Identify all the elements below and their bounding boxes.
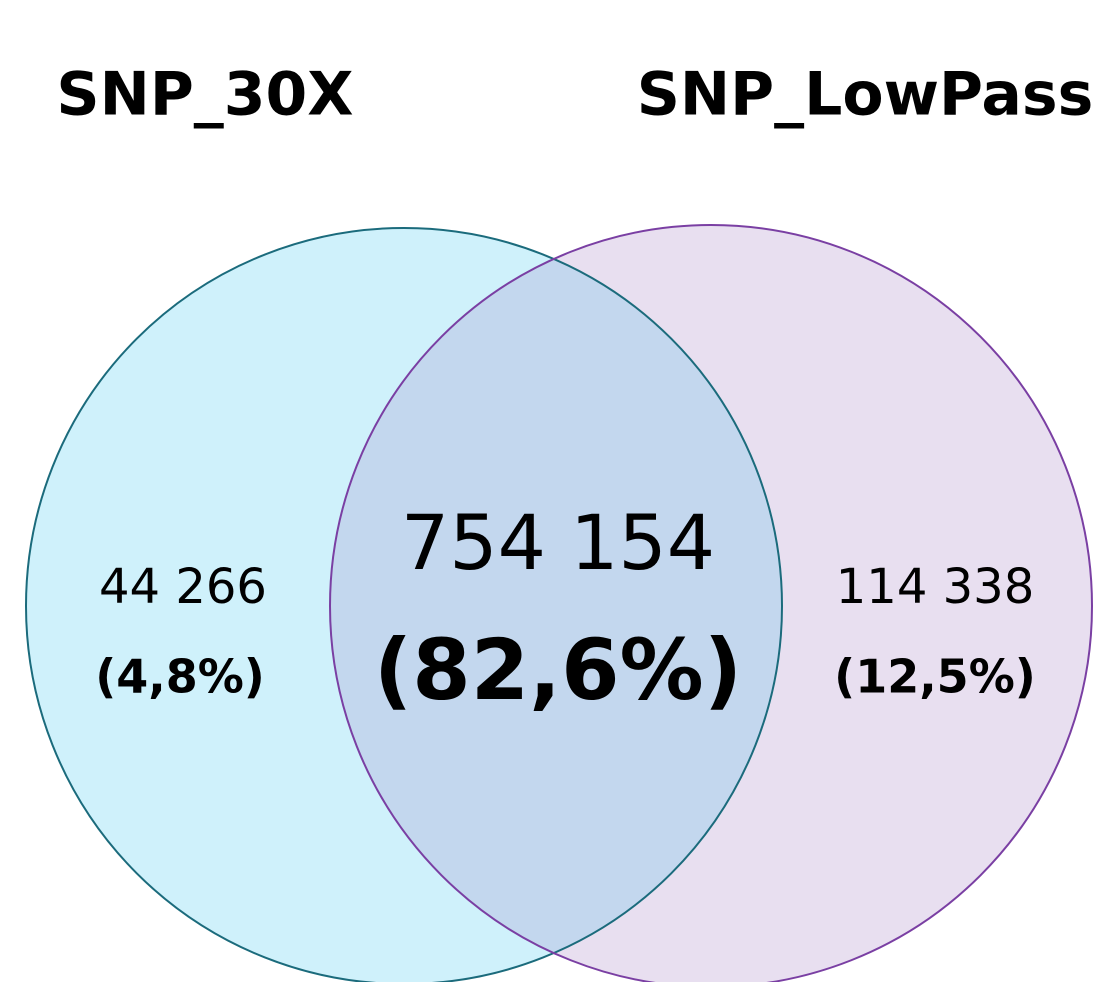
set-title: SNP_LowPass (637, 60, 1094, 130)
region-count: 44 266 (99, 559, 267, 615)
region-percent: (82,6%) (374, 621, 742, 719)
region-percent: (4,8%) (95, 650, 265, 704)
region-percent: (12,5%) (834, 650, 1036, 704)
set-title: SNP_30X (56, 60, 353, 130)
set-outline-left (25, 227, 783, 982)
region-count: 114 338 (836, 559, 1035, 615)
intersection (330, 228, 782, 982)
region-count: 754 154 (401, 498, 715, 587)
set-outline-right (329, 224, 1093, 982)
